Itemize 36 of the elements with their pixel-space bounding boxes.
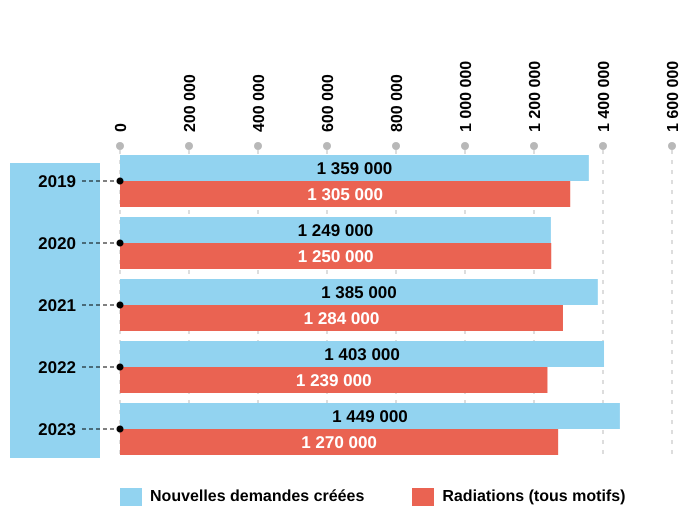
data-label: 1 359 000 bbox=[316, 159, 392, 178]
data-label: 1 239 000 bbox=[296, 371, 372, 390]
x-tick-label: 0 bbox=[113, 123, 130, 132]
x-tick-label: 600 000 bbox=[320, 74, 337, 132]
x-tick-label: 1 000 000 bbox=[458, 60, 475, 132]
data-label: 1 284 000 bbox=[304, 309, 380, 328]
x-tick-label: 800 000 bbox=[389, 74, 406, 132]
data-label: 1 250 000 bbox=[298, 247, 374, 266]
data-label: 1 270 000 bbox=[301, 433, 377, 452]
bar bbox=[120, 429, 558, 455]
legend-label: Radiations (tous motifs) bbox=[442, 488, 626, 506]
y-tick-label: 2023 bbox=[38, 420, 76, 439]
bar bbox=[120, 155, 589, 181]
bar bbox=[120, 181, 570, 207]
data-label: 1 449 000 bbox=[332, 407, 408, 426]
bar bbox=[120, 403, 620, 429]
y-tick-label: 2021 bbox=[38, 296, 76, 315]
bar bbox=[120, 367, 548, 393]
x-tick-label: 400 000 bbox=[251, 74, 268, 132]
data-label: 1 403 000 bbox=[324, 345, 400, 364]
x-tick-label: 1 600 000 bbox=[665, 60, 682, 132]
legend-label: Nouvelles demandes créées bbox=[150, 488, 364, 506]
y-tick-label: 2022 bbox=[38, 358, 76, 377]
x-tick-label: 200 000 bbox=[182, 74, 199, 132]
data-label: 1 305 000 bbox=[307, 185, 383, 204]
y-tick-label: 2020 bbox=[38, 234, 76, 253]
data-label: 1 385 000 bbox=[321, 283, 397, 302]
y-tick-label: 2019 bbox=[38, 172, 76, 191]
bar bbox=[120, 279, 598, 305]
data-label: 1 249 000 bbox=[298, 221, 374, 240]
x-tick-label: 1 200 000 bbox=[527, 60, 544, 132]
bar bbox=[120, 217, 551, 243]
bar bbox=[120, 305, 563, 331]
x-tick-label: 1 400 000 bbox=[596, 60, 613, 132]
bar bbox=[120, 243, 552, 269]
bar bbox=[120, 341, 604, 367]
